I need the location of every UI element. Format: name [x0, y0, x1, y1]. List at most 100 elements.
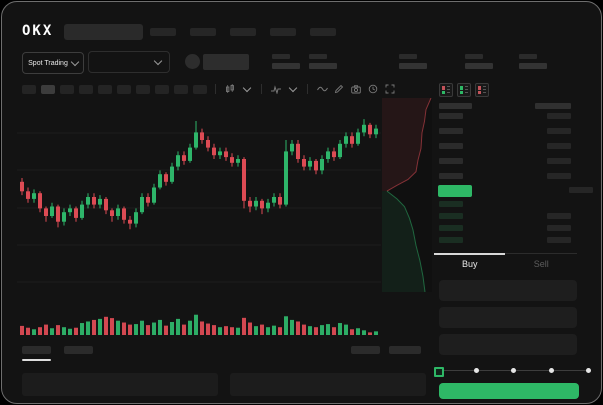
- amount-slider[interactable]: [434, 367, 591, 377]
- slider-stop[interactable]: [548, 368, 554, 373]
- last-price-amount-placeholder: [569, 187, 593, 193]
- tab-filter-2[interactable]: [389, 346, 421, 354]
- ask-amount-placeholder: [547, 143, 571, 149]
- top-nav: [150, 28, 336, 36]
- toolbar-divider: [215, 84, 216, 94]
- tab-buy[interactable]: Buy: [461, 259, 478, 269]
- tab-sell[interactable]: Sell: [533, 259, 549, 269]
- timeframe-button[interactable]: [117, 84, 131, 94]
- candlestick-chart[interactable]: [17, 98, 381, 338]
- slider-handle[interactable]: [434, 367, 444, 377]
- timeframe-button[interactable]: [155, 84, 169, 94]
- candle-type-icon[interactable]: [224, 83, 236, 95]
- market-type-dropdown[interactable]: Spot Trading: [22, 52, 84, 74]
- timeframe-button[interactable]: [193, 84, 207, 94]
- depth-chart: [382, 97, 432, 293]
- stat-label-placeholder: [272, 54, 290, 59]
- price-input[interactable]: [439, 280, 577, 301]
- chevron-down-icon[interactable]: [241, 83, 253, 95]
- book-bids-icon[interactable]: [457, 83, 471, 97]
- chevron-down-icon: [153, 56, 163, 66]
- timeframe-button[interactable]: [174, 84, 188, 94]
- tab-orders[interactable]: [22, 346, 51, 354]
- orderbook-bid-row[interactable]: [434, 213, 577, 219]
- ask-amount-placeholder: [547, 158, 571, 164]
- depth-chart-svg: [382, 97, 432, 293]
- stat-value-placeholder: [272, 63, 300, 69]
- nav-item-placeholder[interactable]: [270, 28, 296, 36]
- orders-table-placeholder: [22, 373, 218, 396]
- bottom-tabs-right: [351, 346, 421, 354]
- bid-price-placeholder: [439, 201, 463, 207]
- bid-amount-placeholder: [547, 237, 571, 243]
- slider-stop[interactable]: [511, 368, 516, 373]
- active-tab-underline: [22, 359, 51, 361]
- orderbook-bid-row[interactable]: [434, 237, 577, 243]
- stat-value-placeholder: [399, 63, 427, 69]
- slider-stop[interactable]: [586, 368, 591, 373]
- orderbook-ask-row[interactable]: [434, 128, 577, 134]
- bid-amount-placeholder: [547, 225, 571, 231]
- last-price-badge[interactable]: [438, 185, 472, 197]
- slider-stop[interactable]: [473, 368, 479, 373]
- chart-toolbar: [22, 83, 396, 95]
- ask-price-placeholder: [439, 113, 463, 119]
- orderbook-ask-row[interactable]: [434, 143, 577, 149]
- candle-chart-svg: [17, 119, 381, 335]
- book-combined-icon[interactable]: [439, 83, 453, 97]
- orderbook-view-modes: [439, 83, 489, 97]
- ask-amount-placeholder: [547, 128, 571, 134]
- timeframe-buttons: [22, 84, 207, 94]
- timeframe-button[interactable]: [22, 84, 36, 94]
- nav-item-placeholder[interactable]: [230, 28, 256, 36]
- timeframe-button[interactable]: [136, 84, 150, 94]
- stat-label-placeholder: [309, 54, 327, 59]
- amount-input[interactable]: [439, 307, 577, 328]
- ask-price-placeholder: [439, 128, 463, 134]
- orderbook-bid-row[interactable]: [434, 201, 577, 207]
- buy-submit-button[interactable]: [439, 383, 579, 399]
- orderbook-ask-row[interactable]: [434, 158, 577, 164]
- orderbook-panel: Buy Sell: [434, 80, 599, 402]
- timeframe-button[interactable]: [41, 84, 55, 94]
- orderbook-bid-row[interactable]: [434, 225, 577, 231]
- okx-logo: OKX: [22, 23, 54, 39]
- timeframe-button[interactable]: [98, 84, 112, 94]
- stat-label-placeholder: [465, 54, 483, 59]
- timeframe-button[interactable]: [60, 84, 74, 94]
- fullscreen-icon[interactable]: [384, 83, 396, 95]
- ask-amount-placeholder: [547, 173, 571, 179]
- orderbook-ask-row[interactable]: [434, 113, 577, 119]
- tab-filter-1[interactable]: [351, 346, 380, 354]
- wave-line-icon[interactable]: [316, 83, 328, 95]
- chevron-down-icon: [70, 57, 80, 67]
- orderbook-ask-row[interactable]: [434, 173, 577, 179]
- trade-tabs: Buy Sell: [434, 253, 577, 274]
- nav-item-placeholder[interactable]: [310, 28, 336, 36]
- bottom-tabs-left: [22, 346, 93, 354]
- pencil-icon[interactable]: [333, 83, 345, 95]
- camera-icon[interactable]: [350, 83, 362, 95]
- stat-value-placeholder: [465, 63, 493, 69]
- tab-history[interactable]: [64, 346, 93, 354]
- indicators-icon[interactable]: [270, 83, 282, 95]
- toolbar-divider: [261, 84, 262, 94]
- toolbar-divider: [307, 84, 308, 94]
- ask-price-placeholder: [439, 173, 463, 179]
- market-type-label: Spot Trading: [28, 59, 68, 67]
- total-input[interactable]: [439, 334, 577, 355]
- orderbook-header-row: [434, 103, 577, 109]
- nav-item-placeholder[interactable]: [150, 28, 176, 36]
- search-input[interactable]: [64, 24, 143, 40]
- nav-item-placeholder[interactable]: [190, 28, 216, 36]
- chevron-down-icon[interactable]: [287, 83, 299, 95]
- timeframe-button[interactable]: [79, 84, 93, 94]
- active-trade-tab-indicator: [434, 253, 505, 255]
- pair-selector-dropdown[interactable]: [88, 51, 170, 73]
- bid-price-placeholder: [439, 213, 463, 219]
- book-asks-icon[interactable]: [475, 83, 489, 97]
- coin-icon: [185, 54, 200, 69]
- stat-value-placeholder: [519, 63, 547, 69]
- history-clock-icon[interactable]: [367, 83, 379, 95]
